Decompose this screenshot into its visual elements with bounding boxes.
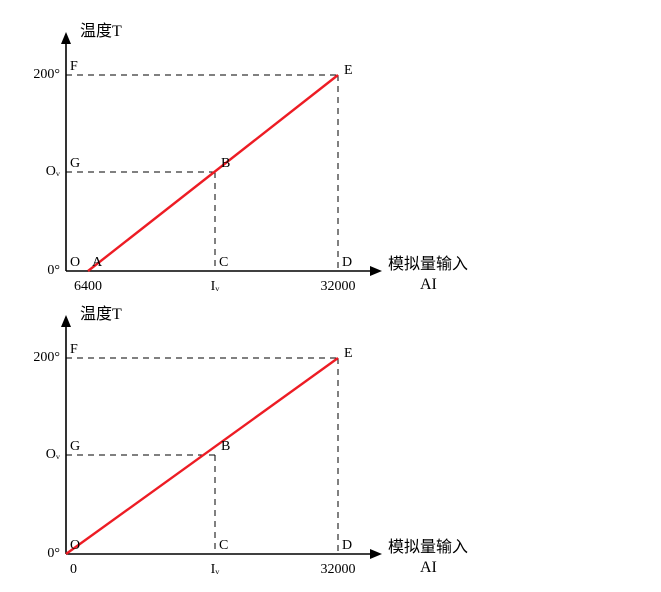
chart-1: 0° Oᵥ 200° 6400 Iᵥ 32000 O A B C D E F G… xyxy=(33,22,468,294)
chart2-point-B: B xyxy=(221,439,230,454)
chart1-x-axis-title-2: AI xyxy=(420,276,437,293)
chart2-ytick-0: 0° xyxy=(47,546,60,561)
chart2-x-axis-title-2: AI xyxy=(420,559,437,576)
chart2-y-axis-title: 温度T xyxy=(80,305,122,323)
chart1-y-axis-arrow xyxy=(61,32,71,44)
chart2-xtick-0: 0 xyxy=(70,562,77,577)
chart-2: 0° Oᵥ 200° 0 Iᵥ 32000 O B C D E F G 温度T … xyxy=(33,305,468,577)
chart1-y-axis-title: 温度T xyxy=(80,22,122,40)
chart2-xtick-Iv: Iᵥ xyxy=(211,562,221,577)
chart1-ytick-Ov: Oᵥ xyxy=(46,164,61,179)
chart2-point-O: O xyxy=(70,538,80,553)
chart2-point-D: D xyxy=(342,538,352,553)
chart1-xtick-32000: 32000 xyxy=(321,279,356,294)
chart1-point-F: F xyxy=(70,59,78,74)
chart2-ytick-Ov: Oᵥ xyxy=(46,447,61,462)
chart2-series-line xyxy=(66,358,338,554)
chart1-ytick-0: 0° xyxy=(47,263,60,278)
chart1-ytick-200: 200° xyxy=(33,67,60,82)
chart2-y-axis-arrow xyxy=(61,315,71,327)
chart1-point-O: O xyxy=(70,255,80,270)
figure-svg: 0° Oᵥ 200° 6400 Iᵥ 32000 O A B C D E F G… xyxy=(0,0,661,592)
chart2-xtick-32000: 32000 xyxy=(321,562,356,577)
chart1-point-E: E xyxy=(344,63,353,78)
chart1-xtick-6400: 6400 xyxy=(74,279,102,294)
chart1-series-line xyxy=(88,75,338,271)
chart1-point-B: B xyxy=(221,156,230,171)
chart1-x-axis-title-1: 模拟量输入 xyxy=(388,255,468,273)
chart2-ytick-200: 200° xyxy=(33,350,60,365)
chart1-point-G: G xyxy=(70,156,80,171)
chart1-point-C: C xyxy=(219,255,228,270)
chart1-point-D: D xyxy=(342,255,352,270)
chart1-point-A: A xyxy=(92,255,103,270)
chart1-x-axis-arrow xyxy=(370,266,382,276)
chart2-point-F: F xyxy=(70,342,78,357)
chart2-point-G: G xyxy=(70,439,80,454)
figure-canvas: 0° Oᵥ 200° 6400 Iᵥ 32000 O A B C D E F G… xyxy=(0,0,661,592)
chart2-point-E: E xyxy=(344,346,353,361)
chart2-x-axis-title-1: 模拟量输入 xyxy=(388,538,468,556)
chart1-xtick-Iv: Iᵥ xyxy=(211,279,221,294)
chart2-point-C: C xyxy=(219,538,228,553)
chart2-x-axis-arrow xyxy=(370,549,382,559)
